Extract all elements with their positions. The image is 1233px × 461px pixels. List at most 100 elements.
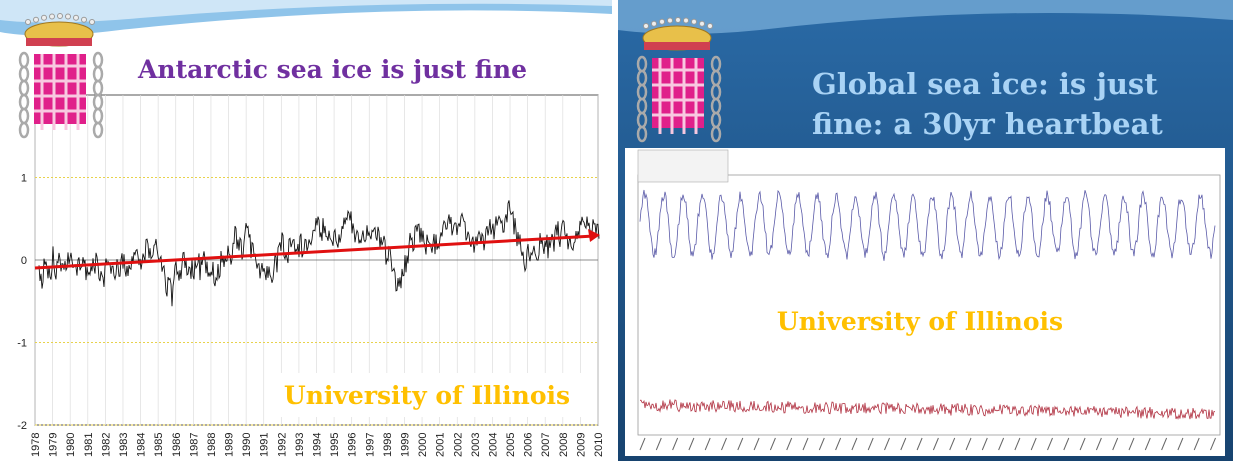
tick-decoration — [900, 437, 907, 451]
tick-decoration — [639, 437, 646, 451]
series-illustration — [38, 200, 600, 307]
watermark-bg — [268, 373, 586, 417]
slide-title: Antarctic sea ice is just fine — [137, 55, 527, 84]
tick-decoration — [655, 437, 662, 451]
x-tick-label: 2003 — [470, 433, 482, 457]
title-bg — [132, 46, 612, 90]
swoosh — [618, 0, 1233, 34]
x-tick-label: 2006 — [523, 433, 535, 457]
x-tick-label: 2010 — [593, 433, 605, 457]
crown-band — [26, 38, 92, 46]
tick-decoration — [867, 437, 874, 451]
plot-frame — [637, 174, 1221, 436]
pearl — [57, 13, 63, 19]
x-tick-label: 1998 — [382, 433, 394, 457]
tick-decoration — [1177, 437, 1184, 451]
x-tick-label: 2000 — [417, 433, 429, 457]
x-tick-label: 1980 — [65, 433, 77, 457]
pearl — [25, 19, 31, 25]
tick-decoration — [737, 437, 744, 451]
legend-box — [637, 149, 729, 183]
x-tick-label: 2008 — [558, 433, 570, 457]
trend-arrow — [34, 234, 595, 270]
x-tick-label: 1989 — [224, 433, 236, 457]
chain — [636, 125, 648, 143]
x-tick-label: 1981 — [83, 433, 95, 457]
tick-decoration — [1095, 437, 1102, 451]
tick-decoration — [1030, 437, 1037, 451]
x-tick-label: 1978 — [30, 433, 42, 457]
y-tick-label: -1 — [17, 338, 27, 350]
y-tick-label: 0 — [21, 255, 27, 267]
tick-decoration — [1193, 437, 1200, 451]
x-tick-label: 1979 — [48, 433, 60, 457]
tick-decoration — [786, 437, 793, 451]
pearl — [699, 20, 705, 27]
pearl — [675, 17, 681, 23]
pearl — [73, 14, 79, 21]
arrow-head — [588, 229, 600, 242]
x-tick-label: 1990 — [241, 433, 253, 457]
tick-decoration — [981, 437, 988, 451]
x-tick-label: 1986 — [171, 433, 183, 457]
y-tick-label: 1 — [21, 173, 27, 185]
x-tick-label: 1983 — [118, 433, 130, 457]
pearl — [89, 19, 95, 25]
pearl — [41, 14, 47, 21]
logo — [636, 17, 722, 143]
x-tick-label: 2002 — [452, 433, 464, 457]
pearl — [643, 23, 649, 29]
y-tick-label: -2 — [17, 420, 27, 432]
x-tick-label: 1999 — [399, 433, 411, 457]
crown-band — [644, 42, 710, 50]
chain — [710, 125, 722, 143]
slide-title: Global sea ice: is just — [812, 67, 1158, 101]
tick-decoration — [1144, 437, 1151, 451]
x-tick-label: 2005 — [505, 433, 517, 457]
tick-decoration — [802, 437, 809, 451]
x-tick-label: 2007 — [540, 433, 552, 457]
slide-title: fine: a 30yr heartbeat — [812, 107, 1163, 141]
pearl — [707, 23, 713, 29]
pearl — [659, 18, 665, 25]
x-tick-label: 1991 — [259, 433, 271, 457]
tick-decoration — [949, 437, 956, 451]
tick-decoration — [965, 437, 972, 451]
x-tick-label: 1992 — [276, 433, 288, 457]
tick-decoration — [753, 437, 760, 451]
swoosh — [0, 0, 612, 23]
tick-decoration — [769, 437, 776, 451]
x-tick-label: 1984 — [136, 433, 148, 457]
tick-decoration — [1112, 437, 1119, 451]
series-illustration — [639, 189, 1216, 261]
tick-decoration — [818, 437, 825, 451]
chain — [92, 121, 104, 139]
x-tick-label: 1995 — [329, 433, 341, 457]
tick-decoration — [1161, 437, 1168, 451]
x-tick-label: 1985 — [153, 433, 165, 457]
tick-decoration — [851, 437, 858, 451]
tick-decoration — [672, 437, 679, 451]
x-tick-label: 1987 — [188, 433, 200, 457]
tick-decoration — [1210, 437, 1216, 451]
series-illustration — [639, 399, 1215, 420]
tick-decoration — [1014, 437, 1021, 451]
pearl — [81, 16, 87, 23]
tick-decoration — [1079, 437, 1086, 451]
pearl — [65, 13, 71, 20]
tick-decoration — [704, 437, 711, 451]
pearl — [691, 18, 697, 25]
tick-decoration — [998, 437, 1005, 451]
tick-decoration — [688, 437, 695, 451]
pearl — [49, 13, 55, 20]
pearl — [651, 20, 657, 27]
tick-decoration — [1128, 437, 1135, 451]
x-tick-label: 1982 — [100, 433, 112, 457]
chart-image — [625, 148, 1225, 456]
tick-decoration — [1063, 437, 1070, 451]
x-tick-label: 2009 — [575, 433, 587, 457]
pearl — [33, 16, 39, 23]
watermark: University of Illinois — [284, 381, 570, 410]
